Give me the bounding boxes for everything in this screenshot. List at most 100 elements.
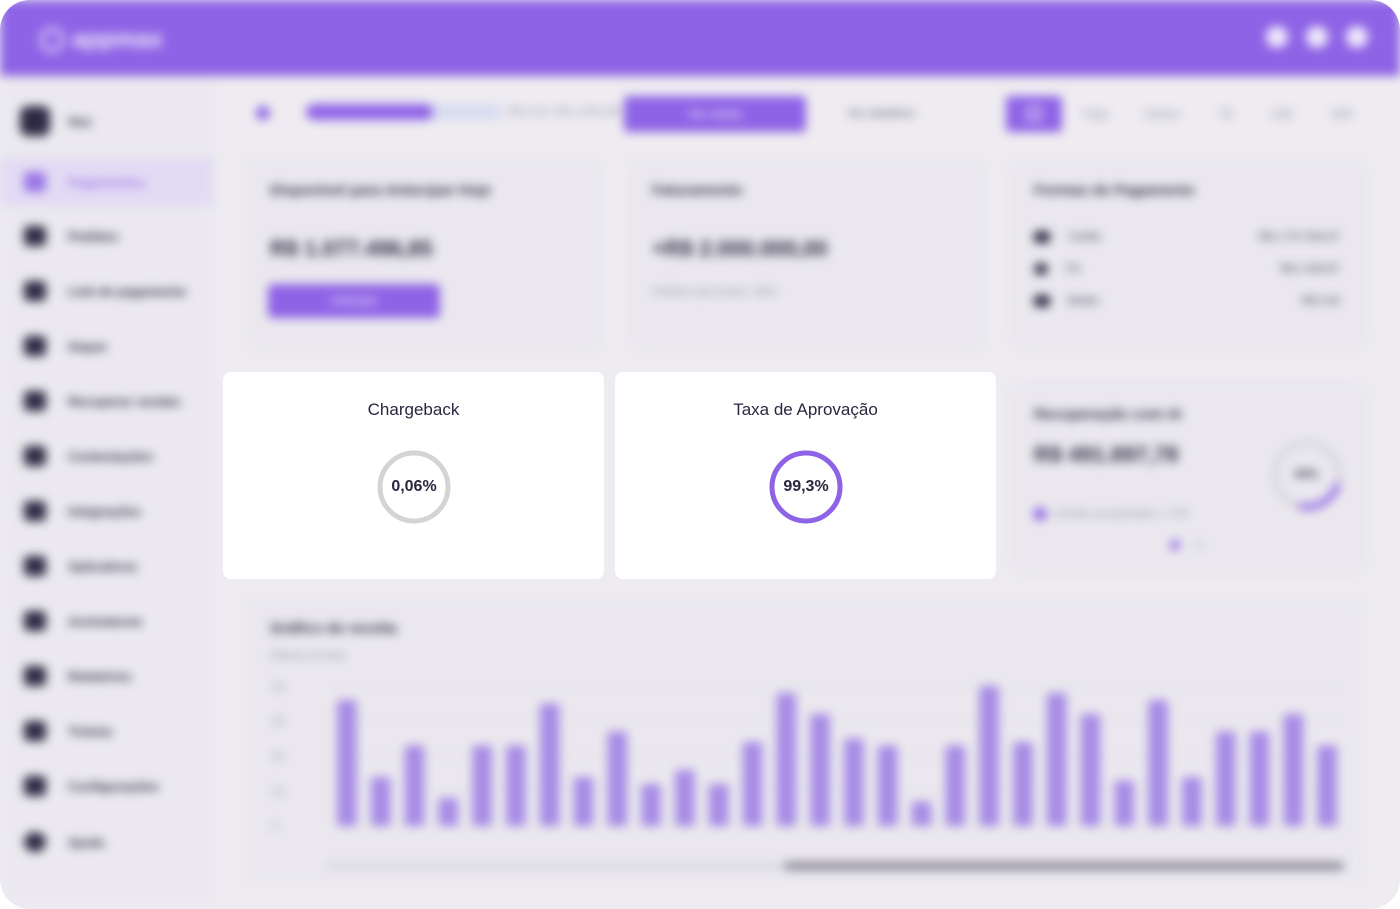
details-link[interactable]: Ver detalhes (848, 106, 915, 120)
gear-icon (24, 776, 46, 796)
period-calendar-button[interactable] (1006, 96, 1062, 132)
chart-bar[interactable] (1317, 745, 1337, 827)
chart-bar[interactable] (337, 700, 357, 826)
sidebar-item-label: Relatórios (68, 668, 132, 684)
chart-bar[interactable] (370, 777, 391, 826)
chart-bar[interactable] (539, 703, 560, 827)
chart-bar[interactable] (607, 731, 628, 827)
chart-subtitle: Últimos 30 dias (270, 650, 346, 662)
sidebar-item-label: Pagamentos (68, 174, 146, 190)
billing-card: Faturamento +R$ 2.000.000,00 Pedidos Apr… (626, 156, 986, 352)
chargeback-value: 0,06% (391, 478, 437, 495)
sidebar-item-configuracoes[interactable]: Configurações (0, 762, 214, 810)
chart-scrollbar-thumb[interactable] (784, 862, 1344, 870)
grid-icon (24, 556, 46, 576)
wallet-icon (24, 336, 46, 356)
legend-swatch (1034, 508, 1046, 520)
chargeback-ring-arc (377, 450, 451, 524)
sidebar-user[interactable]: Seu (20, 106, 92, 136)
pager-dot-active[interactable] (1170, 540, 1180, 550)
chart-bar[interactable] (1182, 777, 1202, 826)
chart-bar[interactable] (404, 745, 425, 827)
filter-bar: R$ 0,00 / R$ 1.000.000 Ver metas Ver det… (256, 96, 1376, 132)
chart-bar[interactable] (1148, 700, 1168, 826)
chart-bar[interactable] (675, 770, 695, 826)
chart-bar[interactable] (472, 745, 492, 827)
chart-bar[interactable] (1215, 731, 1236, 827)
payment-label: Pix (1066, 263, 1082, 275)
sidebar-item-pagamentos[interactable]: Pagamentos (0, 158, 214, 206)
chart-bar[interactable] (810, 714, 830, 826)
sidebar-item-tickets[interactable]: Tickets (0, 707, 214, 755)
sidebar-item-label: Recuperar vendas (68, 393, 181, 409)
chart-y-tick: 20 (272, 751, 284, 763)
chart-bar[interactable] (573, 777, 594, 826)
chart-title: Gráfico de receita (270, 620, 397, 637)
recovery-legend: Vendas recuperadas: 1.745 (1054, 508, 1189, 520)
chart-bar[interactable] (506, 745, 526, 827)
calendar-icon (1027, 107, 1041, 121)
goal-icon (256, 106, 270, 120)
chart-bar[interactable] (945, 745, 966, 827)
sidebar-item-contestacoes[interactable]: Contestações (0, 432, 214, 480)
sidebar-item-label: Integrações (68, 503, 141, 519)
sidebar-item-integracoes[interactable]: Integrações (0, 487, 214, 535)
user-icon[interactable] (1346, 26, 1368, 48)
card-icon (1034, 231, 1050, 243)
sidebar-item-label: Configurações (68, 778, 160, 794)
anticipate-button[interactable]: Antecipar (268, 284, 440, 318)
sidebar-item-link[interactable]: Link de pagamento (0, 267, 214, 315)
sidebar-item-ajuda[interactable]: Ajuda (0, 818, 214, 866)
approval-title: Taxa de Aprovação (733, 400, 878, 419)
sidebar-item-label: Saque (68, 338, 108, 354)
chart-bar[interactable] (1013, 742, 1033, 826)
period-7d[interactable]: 7D (1218, 107, 1234, 121)
chart-bar[interactable] (742, 742, 763, 826)
chart-y-tick: 0 (272, 821, 278, 833)
chart-bar[interactable] (1283, 714, 1304, 826)
recovery-title: Recuperação com IA (1034, 406, 1183, 423)
period-hoje[interactable]: Hoje (1083, 107, 1109, 121)
billing-sub: Pedidos Aprovados: 4800 (652, 286, 778, 298)
chart-bar[interactable] (877, 745, 898, 827)
chart-bar[interactable] (708, 784, 729, 826)
sidebar-item-relatorios[interactable]: Relatórios (0, 652, 214, 700)
sidebar-item-assinaturas[interactable]: Assinaturas (0, 597, 214, 645)
chart-bar[interactable] (641, 784, 661, 826)
chart-bar[interactable] (1114, 780, 1135, 827)
logo-text: appmax (72, 26, 163, 53)
tag-icon (24, 611, 46, 631)
chart-bar[interactable] (1249, 731, 1270, 827)
chat-icon[interactable] (1306, 26, 1328, 48)
sidebar-item-saque[interactable]: Saque (0, 322, 214, 370)
link-icon (24, 281, 46, 301)
chart-bar[interactable] (1046, 693, 1067, 826)
chart-bar[interactable] (1080, 714, 1101, 826)
pager-dot[interactable] (1194, 540, 1204, 550)
help-icon (24, 832, 46, 852)
sidebar-user-label: Seu (68, 113, 92, 129)
chart-bar[interactable] (438, 798, 459, 826)
chart-y-tick: 10 (272, 786, 284, 798)
period-ontem[interactable]: Ontem (1143, 107, 1180, 121)
sidebar-item-recuperar[interactable]: Recuperar vendas (0, 377, 214, 425)
logo[interactable]: appmax (40, 26, 163, 54)
shield-icon (24, 446, 46, 466)
chart-bar[interactable] (844, 738, 864, 827)
chart-bar[interactable] (979, 686, 999, 826)
bell-icon[interactable] (1266, 26, 1288, 48)
payment-row-boleto: Boleto R$ 0,00 (1034, 292, 1340, 310)
payment-label: Boleto (1068, 295, 1100, 307)
period-15d[interactable]: 15D (1270, 107, 1293, 121)
chart-bar[interactable] (776, 693, 797, 826)
chart-bar[interactable] (911, 801, 932, 827)
chart-scrollbar[interactable] (326, 862, 1344, 870)
sidebar: Seu Pagamentos Pedidos Link de pagamento… (0, 76, 216, 909)
sidebar-item-label: Pedidos (68, 228, 119, 244)
billing-title: Faturamento (652, 182, 743, 199)
goals-button[interactable]: Ver metas (624, 96, 806, 132)
sidebar-item-pedidos[interactable]: Pedidos (0, 212, 214, 260)
period-30d[interactable]: 30D (1330, 107, 1353, 121)
sidebar-item-aplicativos[interactable]: Aplicativos (0, 542, 214, 590)
